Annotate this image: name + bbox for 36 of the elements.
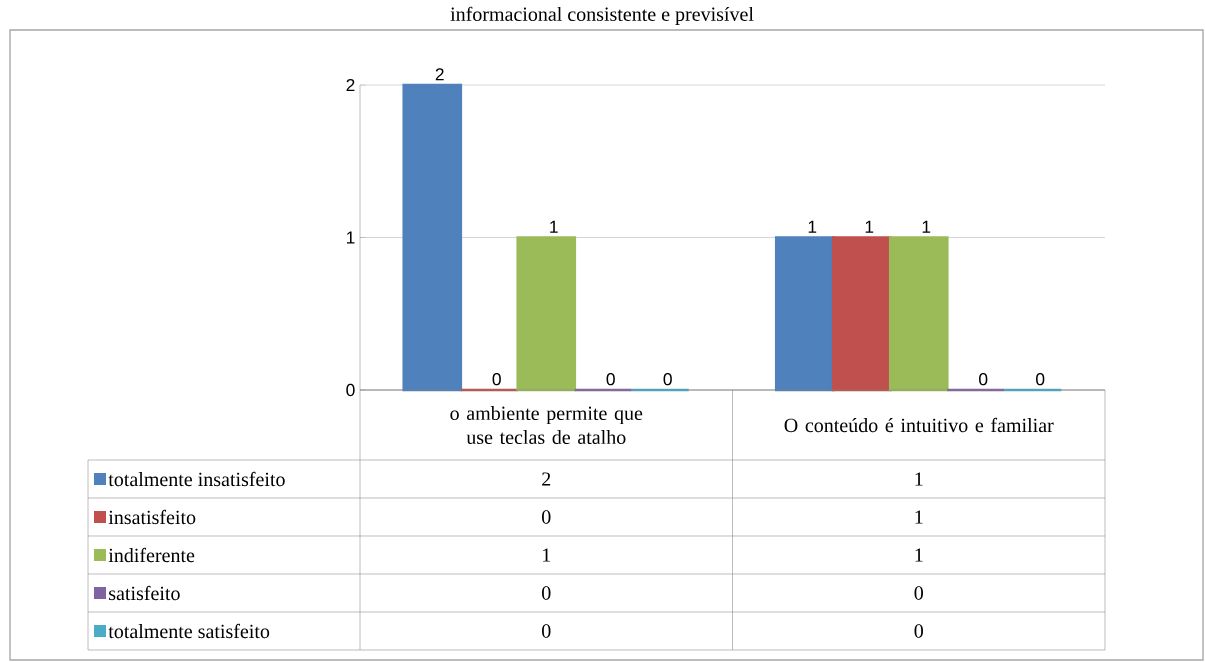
bar: [402, 83, 463, 392]
text: 0: [606, 373, 615, 386]
data-label: 0: [542, 586, 551, 600]
data-label: 1: [915, 472, 923, 486]
data-label: 2: [542, 472, 551, 486]
data-label: 0: [914, 586, 923, 600]
y-tick-label: 2: [346, 78, 355, 92]
data-label: 0: [914, 624, 923, 638]
legend-label: indiferente: [108, 547, 195, 563]
data-label: 1: [915, 510, 923, 524]
bar: [888, 236, 949, 392]
text: 0: [1036, 373, 1045, 386]
chart-title: informacional consistente e previsível: [450, 6, 754, 26]
y-tick-label: 0: [346, 383, 355, 397]
bar: [831, 236, 892, 392]
legend-label: totalmente satisfeito: [108, 623, 270, 639]
bar: [774, 236, 835, 392]
bar: [516, 236, 577, 392]
data-label: 1: [543, 548, 551, 562]
x-tick-label: O conteúdo é intuitivo e familiar: [784, 417, 1054, 433]
text: 0: [979, 373, 988, 386]
text: 1: [865, 220, 874, 233]
legend-label: totalmente insatisfeito: [108, 471, 285, 487]
text: 1: [922, 220, 931, 233]
data-label: 0: [542, 510, 551, 524]
text: 0: [663, 373, 672, 386]
data-label: 0: [542, 624, 551, 638]
legend-label: insatisfeito: [108, 509, 196, 525]
text: 0: [492, 373, 501, 386]
text: 1: [550, 220, 558, 233]
data-label: 1: [915, 548, 923, 562]
text: 2: [435, 68, 444, 81]
text: 1: [808, 220, 817, 233]
y-tick-label: 1: [346, 231, 355, 244]
x-tick-label: o ambiente permite que use teclas de atalho: [450, 405, 643, 445]
legend-label: satisfeito: [109, 585, 180, 601]
